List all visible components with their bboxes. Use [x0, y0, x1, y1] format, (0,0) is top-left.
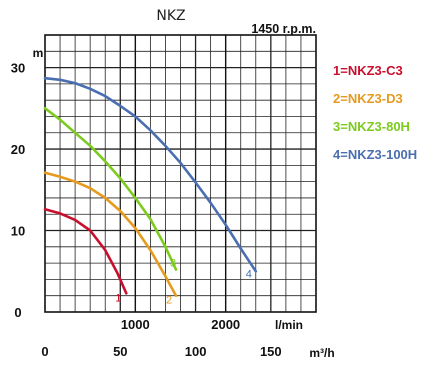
- x-tick-label-lmin: 1000: [121, 317, 150, 332]
- legend-item-2: 2=NKZ3-D3: [333, 91, 403, 106]
- legend-item-1: 1=NKZ3-C3: [333, 63, 403, 78]
- curve-2: [43, 171, 178, 297]
- curve-1: [43, 208, 128, 295]
- y-tick-label: 20: [11, 142, 25, 157]
- y-axis-label: m: [33, 46, 44, 60]
- curves: 1 2 3 4: [43, 76, 258, 307]
- x-tick-label-m3h: 0: [41, 344, 48, 359]
- y-tick-label: 30: [11, 61, 25, 76]
- x-tick-label-m3h: 150: [260, 344, 282, 359]
- y-tick-label: 10: [11, 224, 25, 239]
- x-tick-label-lmin: 2000: [211, 317, 240, 332]
- x-axis-label-top: l/min: [275, 318, 303, 332]
- curve-label-3: 3: [170, 258, 176, 270]
- chart-title: NKZ: [156, 8, 185, 24]
- x-tick-label-m3h: 50: [113, 344, 127, 359]
- curve-label-2: 2: [166, 295, 172, 307]
- curve-label-1: 1: [115, 292, 121, 304]
- legend-item-3: 3=NKZ3-80H: [333, 119, 410, 134]
- curve-4: [43, 76, 258, 273]
- x-axis-label-bottom: m³/h: [309, 346, 334, 360]
- tick-labels: 0 10 20 30 1000 2000 0 50 100 150: [11, 61, 282, 359]
- y-tick-label: 0: [14, 305, 21, 320]
- x-tick-label-m3h: 100: [185, 344, 207, 359]
- grid: [44, 34, 317, 313]
- curve-label-4: 4: [246, 268, 252, 280]
- curve-3: [43, 107, 178, 271]
- legend-item-4: 4=NKZ3-100H: [333, 147, 417, 162]
- legend: 1=NKZ3-C3 2=NKZ3-D3 3=NKZ3-80H 4=NKZ3-100H: [333, 63, 417, 162]
- chart-subtitle: 1450 r.p.m.: [251, 22, 316, 36]
